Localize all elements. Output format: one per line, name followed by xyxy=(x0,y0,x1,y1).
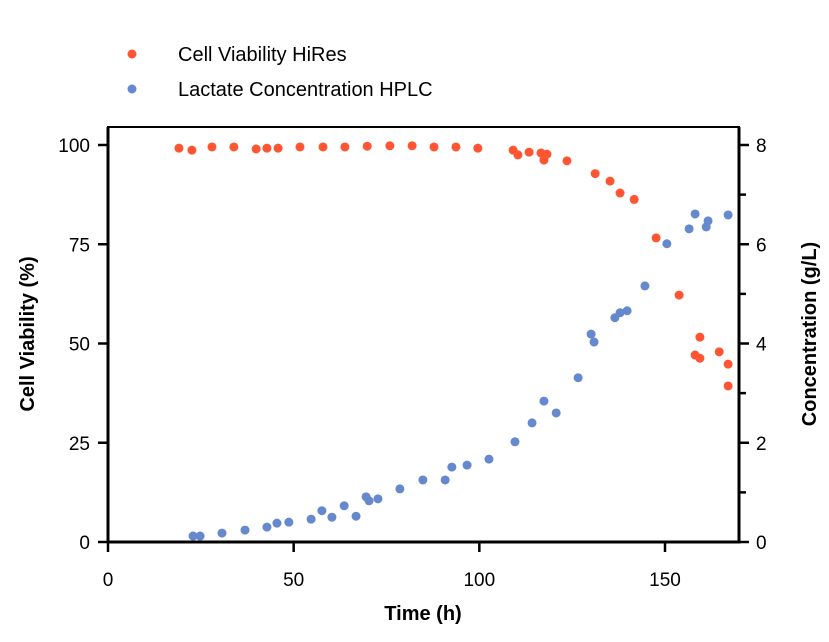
viability-point xyxy=(229,142,239,152)
viability-point xyxy=(539,155,549,165)
lactate-point xyxy=(284,517,294,527)
viability-point xyxy=(429,142,439,152)
y2-tick-label: 8 xyxy=(756,136,767,157)
y-axis-label: Cell Viability (%) xyxy=(17,256,39,411)
viability-point xyxy=(385,141,395,151)
y2-tick-label: 2 xyxy=(756,434,767,455)
x-axis-label: Time (h) xyxy=(384,603,461,625)
viability-point xyxy=(251,144,261,154)
lactate-point xyxy=(217,528,227,538)
viability-point xyxy=(207,142,217,152)
legend-label-lactate: Lactate Concentration HPLC xyxy=(178,79,433,101)
viability-point xyxy=(723,381,733,391)
viability-point xyxy=(295,142,305,152)
lactate-point xyxy=(586,329,596,339)
viability-point xyxy=(524,147,534,157)
y2-tick-label: 4 xyxy=(756,335,767,356)
viability-point xyxy=(605,176,615,186)
data-points xyxy=(174,141,733,541)
viability-point xyxy=(513,150,523,160)
viability-point xyxy=(407,141,417,151)
lactate-point xyxy=(351,511,361,521)
viability-point xyxy=(615,188,625,198)
viability-point xyxy=(562,156,572,166)
y2-tick-label: 0 xyxy=(756,533,767,554)
lactate-point xyxy=(723,210,733,220)
viability-point xyxy=(187,145,197,155)
viability-point xyxy=(451,142,461,152)
lactate-point xyxy=(317,506,327,516)
lactate-point xyxy=(327,512,337,522)
viability-point xyxy=(723,359,733,369)
lactate-point xyxy=(447,462,457,472)
lactate-point xyxy=(418,475,428,485)
lactate-point xyxy=(262,522,272,532)
lactate-point xyxy=(551,408,561,418)
x-tick-label: 100 xyxy=(463,570,495,591)
viability-point xyxy=(651,233,661,243)
viability-point xyxy=(318,142,328,152)
viability-point xyxy=(362,141,372,151)
lactate-point xyxy=(640,281,650,291)
lactate-point xyxy=(240,525,250,535)
y2-axis-label: Concentration (g/L) xyxy=(799,242,821,426)
legend-marker-lactate xyxy=(127,84,137,94)
x-tick-label: 0 xyxy=(103,570,114,591)
viability-point xyxy=(262,143,272,153)
y-tick-label: 25 xyxy=(69,434,90,455)
y-tick-label: 100 xyxy=(58,136,90,157)
lactate-point xyxy=(484,454,494,464)
lactate-point xyxy=(539,396,549,406)
lactate-point xyxy=(684,224,694,234)
viability-point xyxy=(174,143,184,153)
viability-point xyxy=(340,142,350,152)
x-tick-label: 150 xyxy=(649,570,681,591)
viability-point xyxy=(695,353,705,363)
lactate-point xyxy=(373,494,383,504)
y-tick-label: 50 xyxy=(69,335,90,356)
viability-point xyxy=(629,194,639,204)
lactate-point xyxy=(703,216,713,226)
lactate-point xyxy=(395,484,405,494)
lactate-point xyxy=(272,518,282,528)
viability-point xyxy=(590,169,600,179)
lactate-point xyxy=(615,308,625,318)
viability-point xyxy=(714,347,724,357)
legend: Cell Viability HiRes Lactate Concentrati… xyxy=(127,44,433,101)
lactate-point xyxy=(662,239,672,249)
lactate-point xyxy=(440,475,450,485)
lactate-point xyxy=(306,514,316,524)
legend-label-cell-viability: Cell Viability HiRes xyxy=(178,44,347,66)
lactate-point xyxy=(589,337,599,347)
lactate-point xyxy=(510,437,520,447)
viability-point xyxy=(273,143,283,153)
lactate-point xyxy=(195,531,205,541)
legend-marker-cell-viability xyxy=(127,49,137,59)
lactate-point xyxy=(339,501,349,511)
viability-point xyxy=(695,332,705,342)
lactate-point xyxy=(462,460,472,470)
viability-point xyxy=(674,290,684,300)
y-tick-label: 75 xyxy=(69,235,90,256)
viability-point xyxy=(473,143,483,153)
lactate-point xyxy=(690,209,700,219)
lactate-point xyxy=(364,496,374,506)
y2-tick-label: 6 xyxy=(756,235,767,256)
lactate-point xyxy=(527,418,537,428)
lactate-point xyxy=(188,531,198,541)
lactate-point xyxy=(573,373,583,383)
x-tick-label: 50 xyxy=(283,570,304,591)
lactate-point xyxy=(622,306,632,316)
y-tick-label: 0 xyxy=(79,533,90,554)
axes: 0 50 100 150 0 25 50 75 100 0 2 4 6 8 xyxy=(58,126,767,591)
